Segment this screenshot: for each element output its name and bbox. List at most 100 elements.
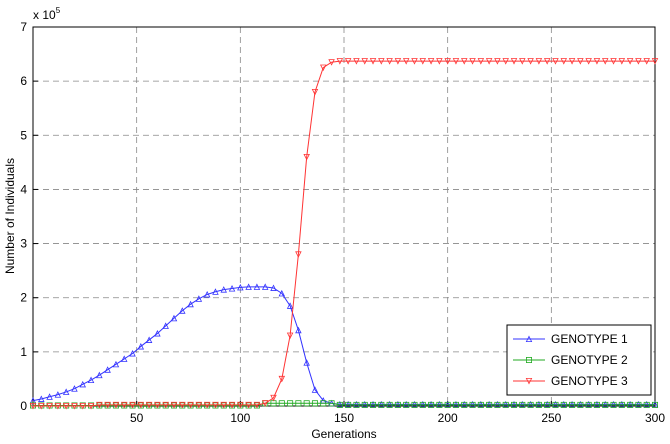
marker <box>486 401 493 408</box>
marker <box>361 400 368 408</box>
marker <box>452 58 460 65</box>
marker <box>519 58 526 65</box>
marker <box>370 401 377 408</box>
marker <box>485 58 493 65</box>
marker <box>228 285 236 292</box>
marker <box>569 401 576 408</box>
marker <box>46 393 53 400</box>
marker <box>610 401 617 408</box>
marker <box>535 400 543 408</box>
marker <box>394 58 402 65</box>
marker <box>361 58 368 65</box>
series-line <box>33 60 655 407</box>
marker <box>627 401 634 408</box>
marker <box>469 401 476 408</box>
marker <box>311 400 318 407</box>
marker <box>535 401 542 408</box>
x-axis-label: Generations <box>311 427 376 441</box>
marker <box>129 349 136 357</box>
marker <box>601 400 609 408</box>
marker <box>237 283 244 291</box>
marker <box>477 58 485 65</box>
marker <box>71 385 78 392</box>
y-axis-label: Number of Individuals <box>3 158 17 274</box>
marker <box>154 401 161 409</box>
marker <box>577 400 584 408</box>
marker <box>261 283 269 290</box>
marker <box>286 332 294 340</box>
plot-frame <box>32 26 656 407</box>
marker <box>386 58 393 65</box>
marker <box>535 58 543 65</box>
marker <box>353 400 360 408</box>
marker <box>54 391 62 398</box>
marker <box>353 401 360 408</box>
legend-label: GENOTYPE 1 <box>551 332 628 346</box>
x-tick-label: 300 <box>645 411 665 425</box>
marker <box>502 58 509 65</box>
marker <box>452 400 460 408</box>
marker <box>560 400 568 408</box>
marker <box>544 401 551 408</box>
marker <box>525 335 533 342</box>
marker <box>212 401 219 409</box>
marker <box>502 401 509 408</box>
marker <box>403 401 410 408</box>
marker <box>79 380 87 388</box>
marker <box>411 401 418 408</box>
marker <box>502 400 509 408</box>
marker <box>303 400 310 407</box>
marker <box>369 58 377 65</box>
marker <box>220 401 227 409</box>
marker <box>120 401 128 409</box>
marker <box>568 58 576 65</box>
marker <box>543 58 551 65</box>
marker <box>71 403 78 410</box>
marker <box>593 58 601 65</box>
marker <box>38 395 45 402</box>
marker <box>378 401 385 408</box>
marker <box>120 355 128 362</box>
marker <box>651 400 659 408</box>
marker <box>261 400 269 407</box>
marker <box>461 401 468 408</box>
marker <box>618 401 625 408</box>
marker <box>469 58 476 65</box>
marker <box>585 400 592 408</box>
marker <box>411 58 418 65</box>
marker <box>635 401 642 408</box>
marker <box>635 400 642 408</box>
marker <box>253 401 261 409</box>
y-tick-label: 0 <box>20 399 27 413</box>
marker <box>585 401 592 408</box>
marker <box>79 403 87 410</box>
series-line <box>33 402 655 406</box>
marker <box>38 403 45 410</box>
marker <box>170 314 178 322</box>
marker <box>552 401 559 408</box>
marker <box>461 58 468 65</box>
x-tick-label: 200 <box>438 411 458 425</box>
marker <box>461 400 468 408</box>
marker <box>220 286 227 293</box>
y-multiplier-base: x 10 <box>33 8 56 22</box>
marker <box>485 400 493 408</box>
marker <box>527 400 534 408</box>
marker <box>311 386 319 393</box>
marker <box>270 284 277 291</box>
x-tick-label: 150 <box>334 411 354 425</box>
marker <box>295 400 302 407</box>
marker <box>195 401 203 409</box>
marker <box>162 322 169 329</box>
marker <box>96 401 103 409</box>
marker <box>511 401 518 408</box>
marker <box>436 58 443 65</box>
marker <box>104 401 111 409</box>
marker <box>295 326 302 334</box>
marker <box>96 371 103 379</box>
marker <box>610 400 617 408</box>
y-tick-label: 3 <box>20 237 27 251</box>
marker <box>477 400 485 408</box>
y-tick-label: 4 <box>20 182 27 196</box>
y-multiplier: x 105 <box>33 6 61 22</box>
